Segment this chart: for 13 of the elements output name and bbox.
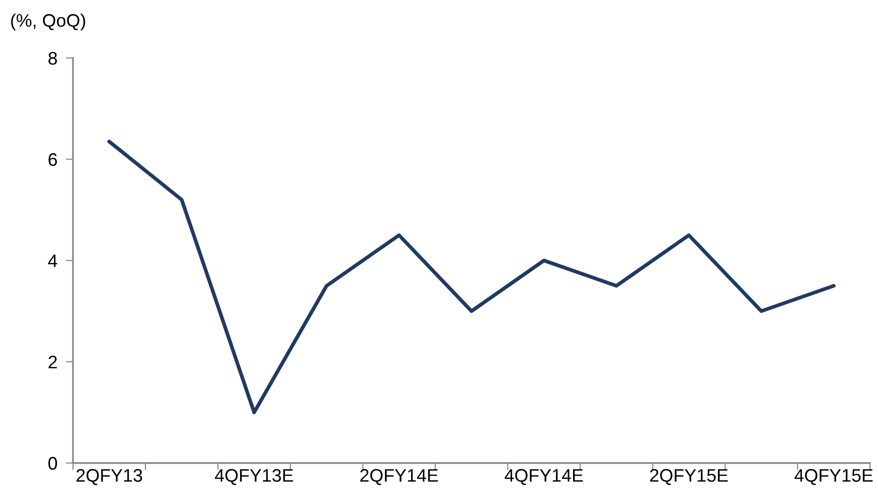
x-tick-label: 4QFY15E xyxy=(794,469,873,486)
y-tick-label: 4 xyxy=(48,254,58,268)
y-tick-label: 0 xyxy=(48,456,58,470)
y-axis-title: (%, QoQ) xyxy=(11,14,86,30)
y-tick-label: 2 xyxy=(48,356,57,368)
x-tick-label: 2QFY13 xyxy=(76,469,142,486)
y-tick-label: 8 xyxy=(48,52,57,65)
x-tick-label: 2QFY14E xyxy=(360,469,438,486)
line-series xyxy=(107,140,836,414)
x-tick-label: 4QFY14E xyxy=(504,469,583,486)
x-tick-label: 2QFY15E xyxy=(650,469,728,486)
y-tick-label: 6 xyxy=(48,153,57,166)
x-tick-label: 4QFY13E xyxy=(214,469,294,486)
